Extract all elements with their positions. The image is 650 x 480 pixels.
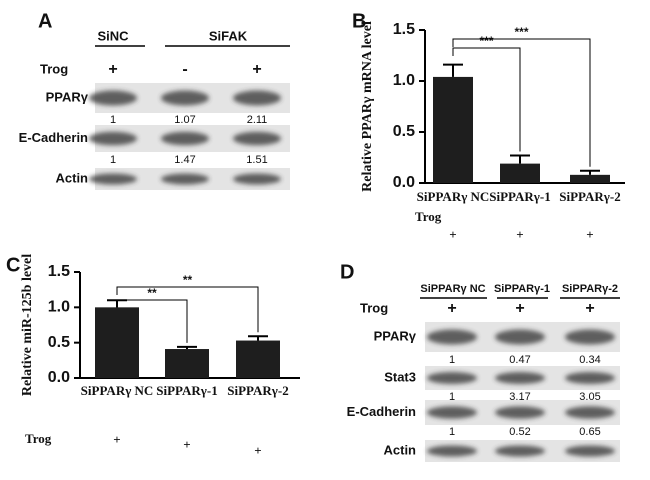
quantification: 1 — [110, 114, 116, 126]
row-label: Stat3 — [384, 369, 416, 384]
quantification: 1.47 — [174, 154, 195, 166]
significance-label: ** — [147, 286, 157, 300]
y-tick-label: 0.5 — [393, 123, 415, 140]
group-label: SiPPARγ-2 — [562, 283, 618, 295]
y-tick-label: 0.0 — [393, 174, 415, 191]
blot-band — [495, 406, 545, 419]
significance-bracket — [116, 286, 259, 333]
quantification: 0.34 — [579, 354, 600, 366]
quantification: 3.17 — [509, 391, 530, 403]
treatment-label: Trog — [25, 431, 52, 446]
group-label: SiPPARγ-1 — [494, 283, 550, 295]
treatment-value: + — [252, 61, 261, 78]
blot-band — [427, 406, 477, 419]
quantification: 0.65 — [579, 426, 600, 438]
row-label: Actin — [56, 170, 89, 185]
significance-bracket — [452, 47, 521, 152]
significance-label: *** — [514, 25, 528, 39]
blot-band — [161, 173, 209, 185]
y-tick-label: 1.5 — [48, 263, 70, 280]
blot-band — [89, 90, 137, 106]
bar — [165, 349, 209, 378]
treatment-label: Trog — [40, 61, 68, 76]
panel-label: B — [352, 10, 366, 32]
blot-band — [427, 329, 477, 345]
significance-bracket — [116, 299, 188, 343]
blot-band — [89, 173, 137, 185]
quantification: 3.05 — [579, 391, 600, 403]
significance-label: ** — [183, 273, 193, 287]
x-tick-label: SiPPARγ NC — [81, 383, 154, 398]
quantification: 1 — [449, 426, 455, 438]
quantification: 0.47 — [509, 354, 530, 366]
treatment-value: + — [108, 61, 117, 78]
x-tick-label: SiPPARγ-2 — [227, 383, 288, 398]
panel-label: A — [38, 10, 52, 32]
blot-band — [495, 372, 545, 384]
panel-label: D — [340, 261, 354, 283]
significance-label: *** — [479, 34, 493, 48]
y-tick-label: 1.0 — [48, 299, 70, 316]
x-tick-label: SiPPARγ-2 — [559, 189, 620, 204]
quantification: 1.07 — [174, 114, 195, 126]
blot-band — [161, 131, 209, 146]
quantification: 2.11 — [247, 114, 268, 126]
bar — [570, 174, 610, 183]
y-tick-label: 1.5 — [393, 21, 415, 38]
treatment-value: + — [183, 437, 190, 452]
row-label: E-Cadherin — [347, 404, 416, 419]
group-label: SiNC — [97, 28, 129, 43]
blot-band — [565, 445, 615, 457]
treatment-label: Trog — [415, 209, 442, 224]
row-label: PPARγ — [46, 89, 89, 104]
treatment-value: + — [449, 227, 456, 242]
group-label: SiFAK — [209, 28, 248, 43]
x-tick-label: SiPPARγ-1 — [156, 383, 217, 398]
bar — [433, 76, 473, 183]
blot-band — [427, 372, 477, 384]
treatment-value: + — [447, 300, 456, 317]
row-label: Actin — [384, 442, 417, 457]
x-tick-label: SiPPARγ-1 — [489, 189, 550, 204]
group-label: SiPPARγ NC — [420, 283, 485, 295]
bar — [500, 163, 540, 183]
panel-label: C — [6, 254, 20, 276]
blot-band — [427, 445, 477, 457]
y-tick-label: 0.0 — [48, 369, 70, 386]
blot-band — [565, 372, 615, 384]
y-axis-label: Relative miR-125b level — [20, 254, 35, 396]
treatment-value: + — [516, 227, 523, 242]
significance-bracket — [452, 38, 591, 167]
treatment-value: + — [585, 300, 594, 317]
blot-band — [233, 90, 281, 106]
bar — [236, 340, 280, 378]
blot-band — [495, 445, 545, 457]
blot-band — [565, 329, 615, 345]
row-label: PPARγ — [374, 328, 417, 343]
quantification: 1 — [110, 154, 116, 166]
y-tick-label: 0.5 — [48, 334, 70, 351]
blot-band — [495, 329, 545, 345]
row-label: E-Cadherin — [19, 130, 88, 145]
y-axis-label: Relative PPARγ mRNA level — [360, 21, 375, 192]
blot-band — [161, 90, 209, 106]
bar — [95, 307, 139, 378]
blot-band — [233, 173, 281, 185]
blot-band — [89, 131, 137, 146]
quantification: 1.51 — [246, 154, 267, 166]
treatment-label: Trog — [360, 300, 388, 315]
treatment-value: - — [182, 61, 187, 78]
quantification: 1 — [449, 354, 455, 366]
blot-band — [565, 406, 615, 419]
treatment-value: + — [586, 227, 593, 242]
treatment-value: + — [113, 432, 120, 447]
treatment-value: + — [254, 443, 261, 458]
x-tick-label: SiPPARγ NC — [417, 189, 490, 204]
treatment-value: + — [515, 300, 524, 317]
blot-band — [233, 131, 281, 146]
y-tick-label: 1.0 — [393, 72, 415, 89]
quantification: 0.52 — [509, 426, 530, 438]
quantification: 1 — [449, 391, 455, 403]
